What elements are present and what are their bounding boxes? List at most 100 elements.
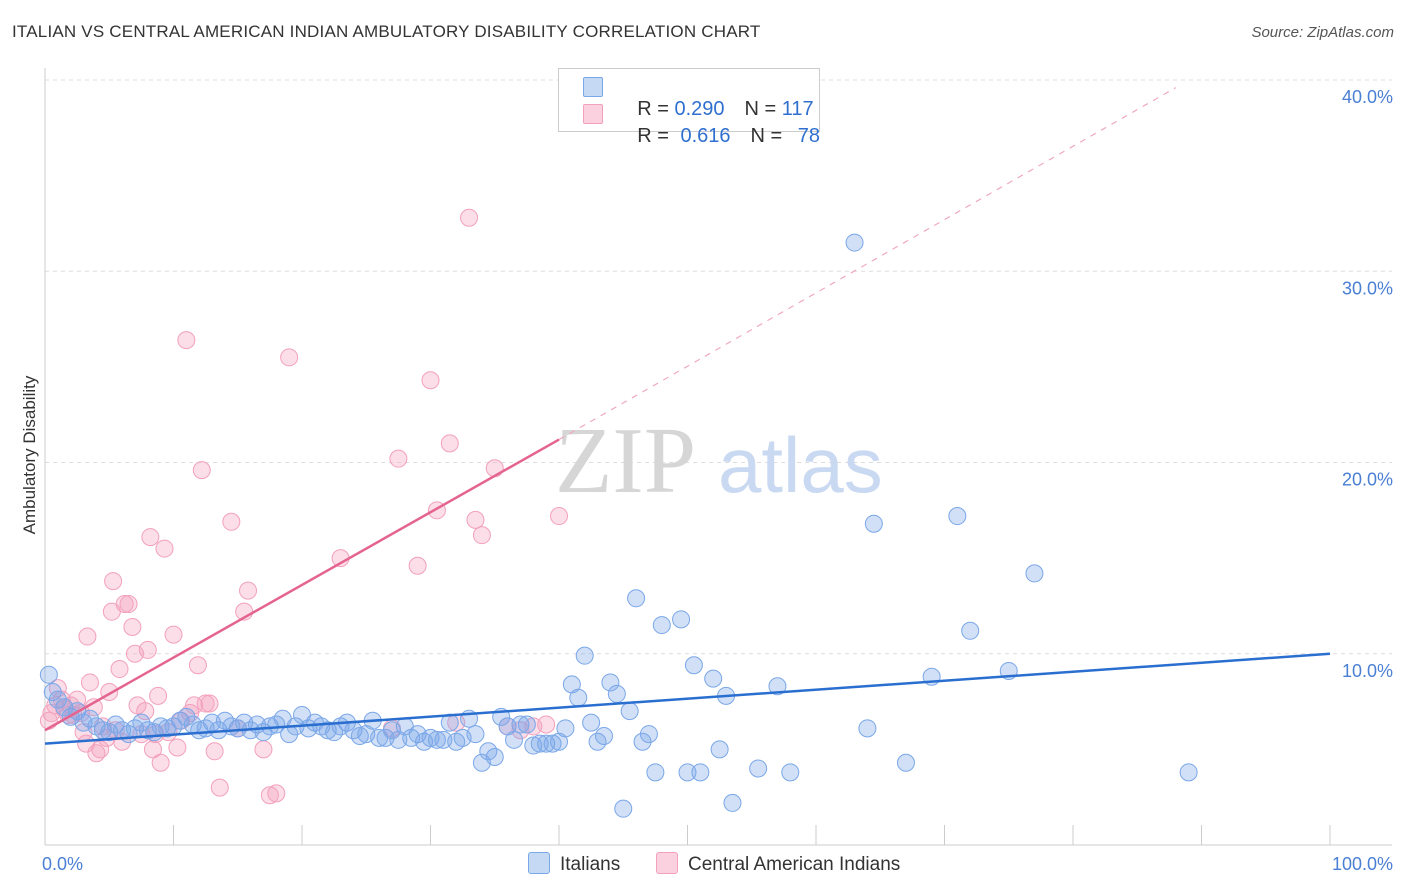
legend-r-value: 0.616	[680, 125, 731, 147]
data-point-italian	[39, 665, 58, 684]
data-point-cai	[267, 784, 286, 803]
data-point-italian	[575, 646, 594, 665]
data-point-italian	[896, 753, 915, 772]
data-point-cai	[141, 528, 160, 547]
bottom-legend-label-cai: Central American Indians	[688, 854, 901, 875]
y-tick-label: 40.0%	[1342, 87, 1393, 107]
data-point-italian	[704, 669, 723, 688]
x-tick-label: 100.0%	[1332, 854, 1393, 874]
data-point-cai	[177, 331, 196, 350]
data-point-italian	[768, 677, 787, 696]
data-point-italian	[710, 740, 729, 759]
data-point-cai	[466, 510, 485, 529]
source-label: Source: ZipAtlas.com	[1251, 24, 1394, 41]
data-point-italian	[594, 726, 613, 745]
legend-n-value: 78	[797, 125, 821, 147]
data-point-cai	[421, 371, 440, 390]
data-point-italian	[633, 732, 652, 751]
legend-swatch-cai	[583, 104, 603, 124]
data-point-italian	[511, 715, 530, 734]
y-tick-label: 30.0%	[1342, 278, 1393, 298]
data-point-cai	[222, 512, 241, 531]
data-point-cai	[188, 656, 207, 675]
data-point-italian	[530, 734, 549, 753]
data-point-cai	[408, 556, 427, 575]
data-point-cai	[537, 715, 556, 734]
trend-line-italians	[44, 652, 1331, 745]
data-point-italian	[607, 684, 626, 703]
data-point-cai	[155, 539, 174, 558]
chart-title: ITALIAN VS CENTRAL AMERICAN INDIAN AMBUL…	[12, 22, 761, 41]
data-point-italian	[864, 514, 883, 533]
legend-n-label: N =	[744, 98, 782, 120]
watermark-zip: ZIP	[555, 409, 696, 513]
bottom-legend-label-italians: Italians	[560, 854, 621, 875]
data-point-cai	[200, 694, 219, 713]
data-point-cai	[485, 459, 504, 478]
legend-r-value: 0.290	[674, 98, 725, 120]
data-point-italian	[961, 621, 980, 640]
data-point-cai	[472, 526, 491, 545]
data-point-cai	[110, 660, 129, 679]
gridlines	[45, 79, 1392, 655]
data-point-italian	[466, 725, 485, 744]
data-point-italian	[80, 709, 99, 728]
data-point-italian	[691, 763, 710, 782]
watermark-atlas: atlas	[718, 421, 883, 509]
data-point-italian	[350, 726, 369, 745]
data-point-italian	[749, 759, 768, 778]
data-point-italian	[48, 690, 67, 709]
legend-r-label: R =	[637, 125, 675, 147]
data-point-cai	[164, 625, 183, 644]
data-point-cai	[460, 208, 479, 227]
data-point-italian	[652, 616, 671, 635]
legend-n-value: 117	[781, 98, 814, 120]
data-point-italian	[1179, 763, 1198, 782]
legend-swatch-italians	[583, 77, 603, 97]
data-point-cai	[196, 694, 215, 713]
x-tick-label: 0.0%	[42, 854, 83, 874]
data-point-cai	[136, 702, 155, 721]
data-point-italian	[556, 719, 575, 738]
legend-row-cai: R = 0.616 N = 78	[583, 102, 820, 147]
data-point-italian	[517, 715, 536, 734]
data-point-italian	[672, 610, 691, 629]
y-tick-label: 10.0%	[1342, 661, 1393, 681]
bottom-legend-cai: Central American Indians	[656, 852, 900, 876]
data-point-cai	[440, 434, 459, 453]
bottom-legend-swatch-italians	[528, 852, 550, 874]
data-point-cai	[104, 572, 123, 591]
data-point-italian	[723, 793, 742, 812]
data-point-cai	[205, 742, 224, 761]
data-point-cai	[280, 348, 299, 367]
data-point-italian	[781, 763, 800, 782]
data-point-italian	[684, 656, 703, 675]
data-point-italian	[601, 673, 620, 692]
data-point-cai	[149, 686, 168, 705]
data-point-italian	[646, 763, 665, 782]
bottom-legend-swatch-cai	[656, 852, 678, 874]
data-point-cai	[550, 507, 568, 526]
data-point-cai	[254, 740, 273, 759]
trend-lines	[44, 87, 1331, 745]
data-point-cai	[138, 640, 157, 659]
y-axis-label: Ambulatory Disability	[20, 375, 39, 534]
data-point-cai	[119, 595, 138, 614]
data-point-italian	[177, 707, 196, 726]
tick-labels: 10.0% 20.0% 30.0% 40.0% 0.0% 100.0%	[42, 87, 1393, 874]
data-point-cai	[389, 449, 408, 468]
data-point-cai	[192, 461, 211, 480]
data-point-italian	[132, 713, 151, 732]
stats-legend: R = 0.290 N = 117 R = 0.616 N = 78	[558, 68, 820, 147]
axes	[44, 68, 1392, 846]
data-point-italian	[620, 702, 639, 721]
y-tick-label: 20.0%	[1342, 470, 1393, 490]
data-point-italian	[845, 233, 864, 252]
data-point-cai	[78, 627, 97, 646]
data-point-italian	[505, 730, 524, 749]
data-point-italian	[1025, 564, 1044, 583]
data-point-cai	[260, 786, 279, 805]
data-point-italian	[427, 730, 446, 749]
legend-row-italians: R = 0.290 N = 117	[583, 75, 814, 120]
